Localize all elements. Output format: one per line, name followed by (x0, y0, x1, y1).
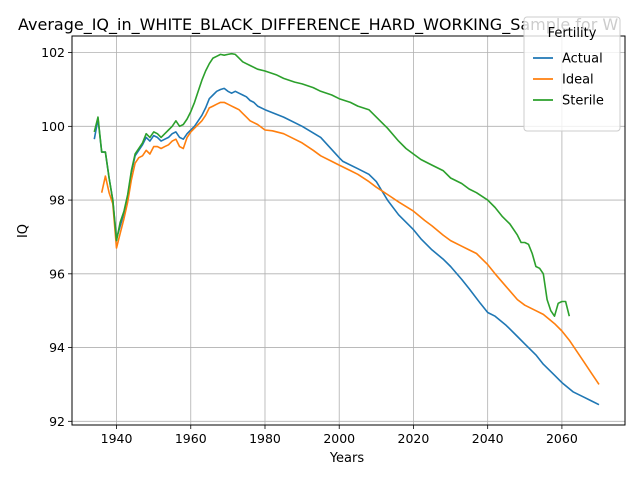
series-line-sterile (93, 52, 571, 317)
series-lines (93, 52, 600, 406)
y-tick-label: 102 (41, 45, 65, 60)
y-tick-label: 94 (49, 340, 65, 355)
x-axis-label: Years (329, 451, 365, 466)
x-axis: 1940 1960 1980 2000 2020 2040 2060 (101, 425, 578, 446)
y-tick-label: 92 (49, 414, 65, 429)
legend: Fertility Actual Ideal Sterile (523, 16, 621, 132)
series-line-actual (93, 87, 600, 406)
series-line-ideal (100, 101, 600, 385)
x-tick-label: 2040 (472, 431, 504, 446)
x-tick-label: 2020 (398, 431, 430, 446)
x-tick-label: 2060 (546, 431, 578, 446)
chart-title: Average_IQ_in_WHITE_BLACK_DIFFERENCE_HAR… (18, 15, 618, 35)
x-tick-label: 1960 (175, 431, 207, 446)
y-tick-label: 96 (49, 266, 65, 281)
x-tick-label: 2000 (323, 431, 355, 446)
y-tick-label: 100 (41, 119, 65, 134)
x-tick-label: 1980 (249, 431, 281, 446)
legend-title: Fertility (548, 26, 597, 41)
y-tick-label: 98 (49, 193, 65, 208)
legend-box (523, 16, 621, 132)
y-axis-label: IQ (16, 224, 31, 238)
y-axis: 92 94 96 98 100 102 (41, 45, 72, 429)
legend-label-ideal: Ideal (562, 73, 594, 88)
x-tick-label: 1940 (101, 431, 133, 446)
legend-label-actual: Actual (562, 52, 603, 67)
legend-label-sterile: Sterile (562, 94, 604, 109)
plot-frame (71, 35, 626, 426)
